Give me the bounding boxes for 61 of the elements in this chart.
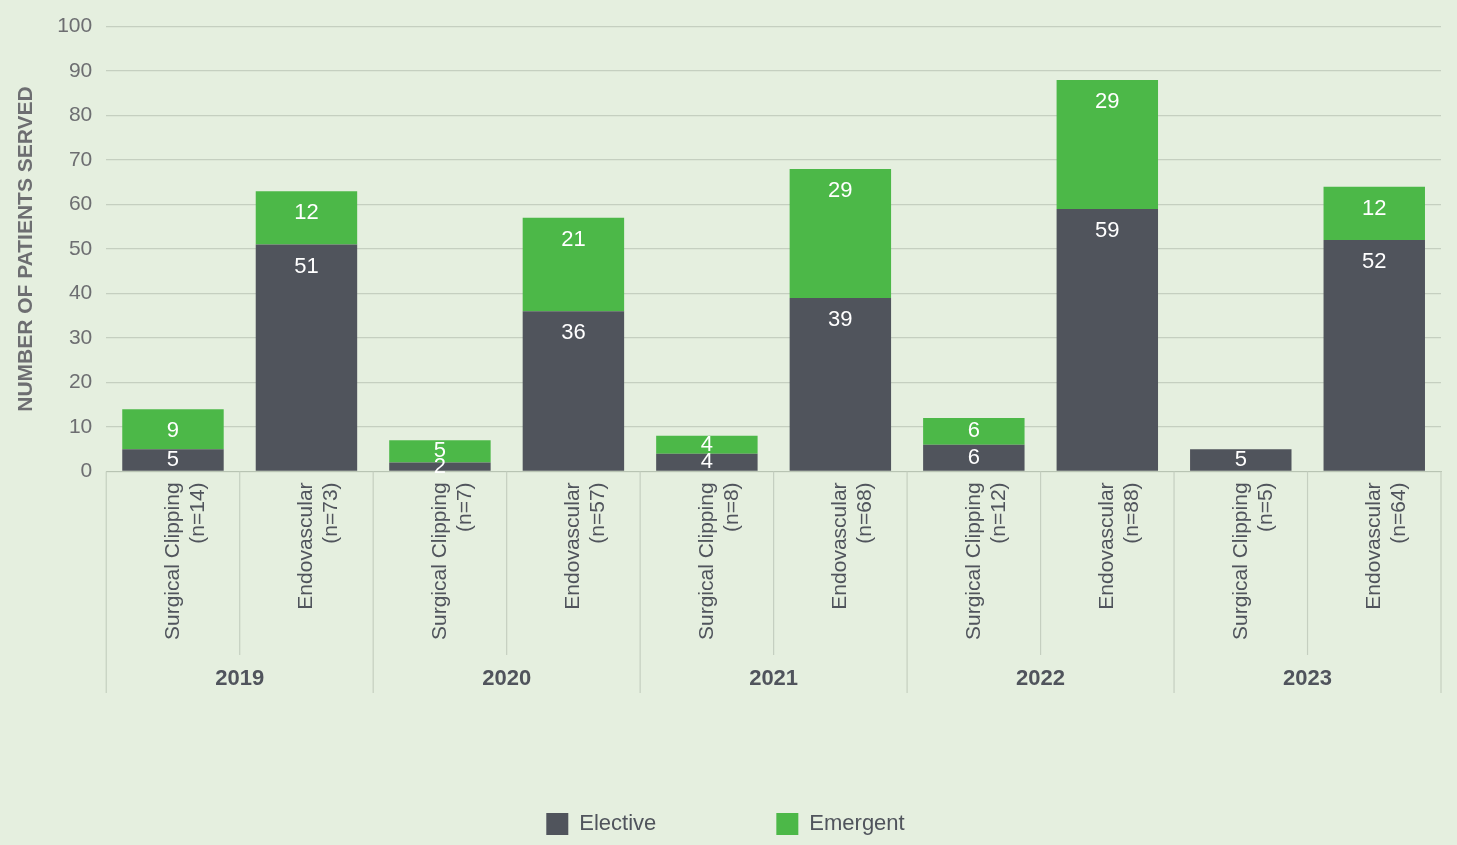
bar [1323,240,1425,471]
data-label: 6 [967,417,980,443]
data-label: 9 [166,417,180,443]
data-label: 29 [828,177,853,202]
bar [522,217,625,312]
x-tick-label: Surgical Clipping (n=7) [426,482,475,641]
y-tick-label: 20 [68,369,93,393]
bar [789,168,892,298]
data-label: 5 [166,446,180,472]
y-tick-label: 50 [68,235,93,259]
x-tick-label: Surgical Clipping (n=12) [960,482,1009,641]
y-tick-label: 30 [68,324,93,348]
text: 2021 [749,665,799,691]
y-tick-label: 90 [68,57,93,81]
bar [1056,208,1159,471]
text: 2019 [215,665,265,691]
y-tick-label: 80 [68,102,93,126]
data-label: 6 [967,443,980,469]
text: 2020 [482,665,532,691]
y-tick-label: 10 [68,413,93,437]
text: 2023 [1283,665,1332,691]
bar [1056,79,1159,209]
bar [923,418,1025,445]
data-label: 21 [561,225,586,251]
bar [923,444,1025,471]
bar [1323,186,1425,241]
bar [656,453,758,471]
data-label: 51 [294,252,319,278]
data-label: 59 [1095,217,1120,243]
y-tick-label: 0 [80,458,93,482]
legend-label: Emergent [809,810,905,836]
bar [122,409,224,450]
y-axis-title: NUMBER OF PATIENTS SERVED [13,86,37,412]
data-label: 52 [1362,248,1387,274]
x-tick-label: Surgical Clipping (n=5) [1227,482,1276,641]
data-label: 29 [1095,88,1120,114]
x-tick-label: Endovascular (n=88) [1094,482,1143,610]
legend-label: Elective [579,810,657,836]
bar [656,435,758,454]
x-tick-label: Endovascular (n=57) [560,482,609,610]
y-tick-label: 60 [68,191,93,215]
y-tick-label: 100 [57,13,93,37]
data-label: 12 [1362,194,1387,220]
data-label: 5 [1234,446,1247,472]
bar [255,244,358,471]
bar [122,449,224,471]
y-tick-label: 70 [68,146,93,170]
x-tick-label: Surgical Clipping (n=14) [159,482,208,641]
x-tick-label: Endovascular (n=64) [1361,482,1410,610]
bar [789,297,892,471]
data-label: 36 [561,319,586,345]
y-tick-label: 40 [68,280,93,304]
data-label: 39 [828,306,853,331]
x-tick-label: Endovascular (n=68) [827,482,876,610]
bar [255,191,358,245]
x-tick-label: Endovascular (n=73) [293,482,342,610]
bar [1190,449,1292,471]
x-tick-label: Surgical Clipping (n=8) [693,482,742,641]
bar [522,311,625,471]
text: 2022 [1016,665,1066,691]
data-label: 12 [294,199,319,225]
